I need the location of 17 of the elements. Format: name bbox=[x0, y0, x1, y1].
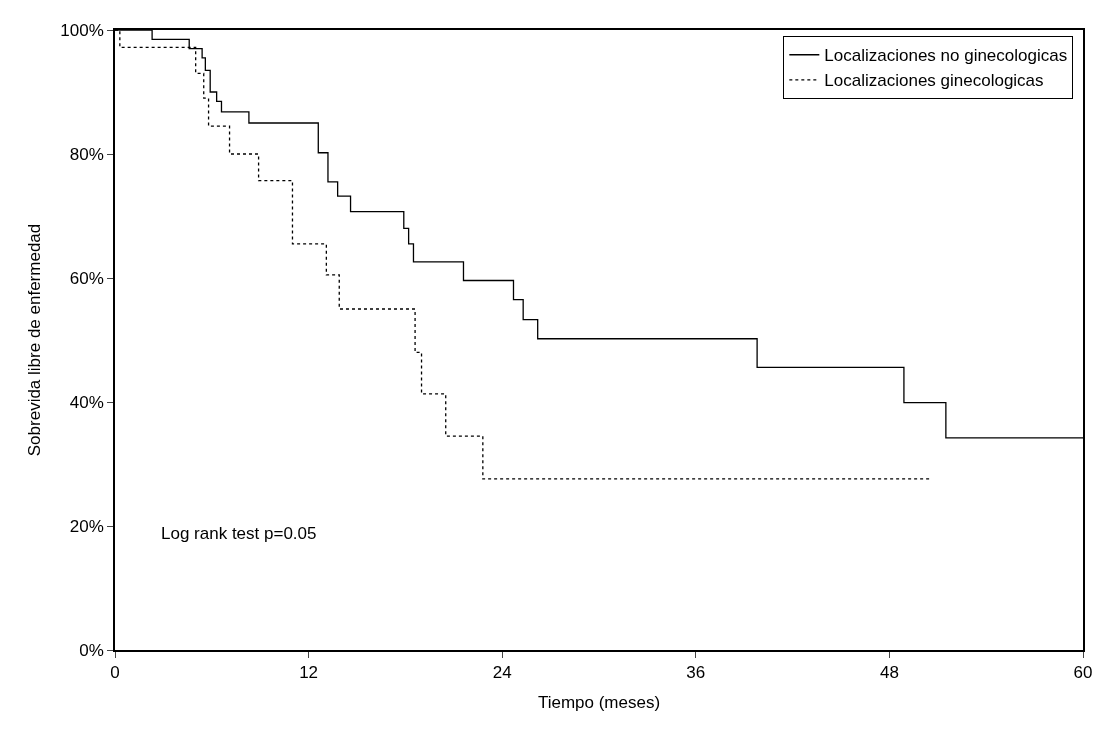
y-axis-title: Sobrevida libre de enfermedad bbox=[25, 223, 45, 457]
x-tick-label: 60 bbox=[1073, 663, 1093, 683]
y-tick-label: 20% bbox=[69, 516, 104, 536]
x-tick-label: 36 bbox=[686, 663, 706, 683]
x-axis-title: Tiempo (meses) bbox=[537, 693, 661, 713]
x-tick-label: 12 bbox=[299, 663, 319, 683]
annotation: Log rank test p=0.05 bbox=[161, 524, 317, 543]
legend-label: Localizaciones no ginecologicas bbox=[824, 46, 1068, 66]
y-tick-label: 100% bbox=[60, 20, 104, 40]
x-tick-label: 48 bbox=[879, 663, 899, 683]
y-tick-label: 0% bbox=[79, 640, 104, 660]
y-tick-label: 80% bbox=[69, 144, 104, 164]
y-tick-label: 60% bbox=[69, 268, 104, 288]
x-tick-label: 24 bbox=[492, 663, 512, 683]
x-tick-label: 0 bbox=[110, 663, 120, 683]
legend-label: Localizaciones ginecologicas bbox=[824, 71, 1044, 91]
y-tick-label: 40% bbox=[69, 392, 104, 412]
